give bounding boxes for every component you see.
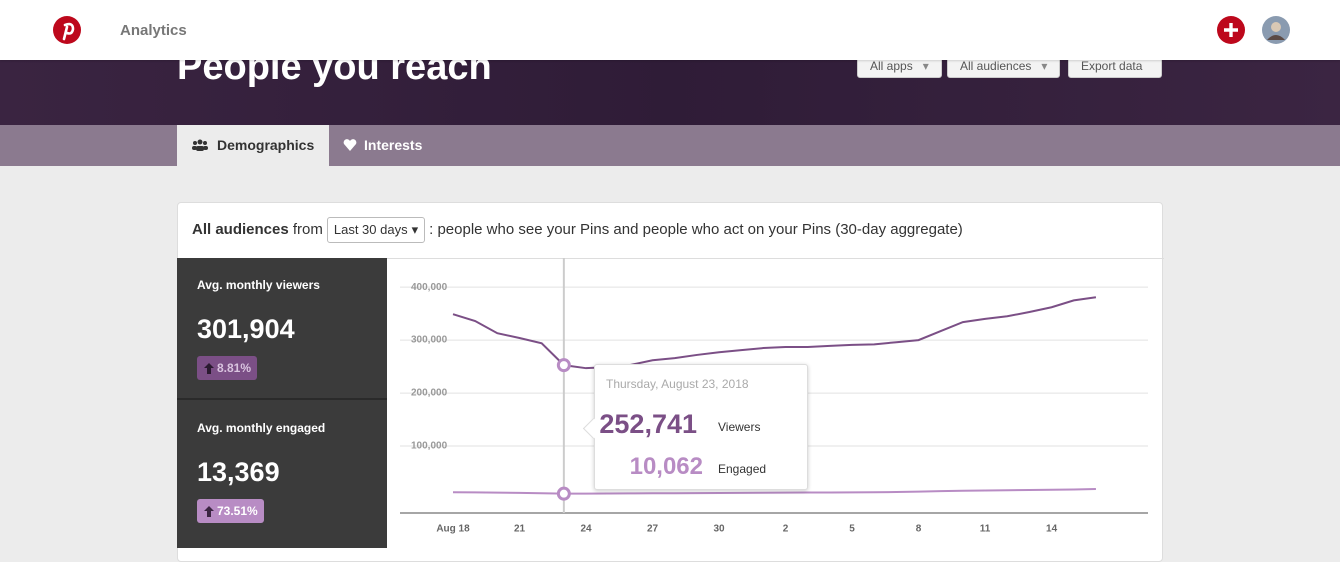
create-button[interactable] <box>1217 16 1245 44</box>
highlight-marker <box>556 486 571 501</box>
tooltip-value: 252,741 <box>599 409 697 439</box>
x-tick-label: 24 <box>580 524 592 535</box>
app-title[interactable]: Analytics <box>120 22 187 39</box>
x-tick-label: 21 <box>514 524 526 535</box>
audience: All audiences <box>192 221 289 238</box>
page: Analytics People you reach All apps All … <box>0 0 1340 544</box>
y-tick-label: 400,000 <box>411 282 448 293</box>
stat-engaged: Avg. monthly engaged 13,369 73.51% <box>177 401 387 543</box>
x-tick-label: 30 <box>713 524 725 535</box>
tooltip-label: Viewers <box>718 420 761 434</box>
tooltip-label: Engaged <box>718 462 767 476</box>
stat-viewers: Avg. monthly viewers 301,904 8.81% <box>177 258 387 400</box>
header: People you reach All apps All audiences … <box>0 60 1340 125</box>
audiences-dropdown[interactable]: All audiences <box>947 60 1061 78</box>
x-tick-label: 11 <box>980 524 991 535</box>
description: : people who see your Pins and people wh… <box>429 221 963 238</box>
stat-value: 13,369 <box>197 457 280 487</box>
stat-label: Avg. monthly engaged <box>197 421 326 435</box>
avatar[interactable] <box>1262 16 1290 44</box>
y-tick-label: 100,000 <box>411 441 448 452</box>
tab-demographics[interactable]: Demographics <box>177 125 329 166</box>
stats-panel: Avg. monthly viewers 301,904 8.81% Avg. … <box>177 258 387 548</box>
up-arrow <box>204 363 214 374</box>
heart-icon <box>343 139 357 151</box>
x-tick-label: 14 <box>1046 524 1058 535</box>
top-bar: Analytics <box>0 0 1340 60</box>
people-icon <box>192 139 208 151</box>
tab-bar: Demographics Interests <box>0 125 1340 166</box>
chart: 100,000 200,000 300,000 400,000 Aug 18 21 24 27… <box>400 258 1148 535</box>
x-tick-label: 5 <box>849 524 855 535</box>
x-tick-label: 2 <box>783 524 789 535</box>
stat-change: 73.51% <box>197 499 264 523</box>
tooltip-date: Thursday, August 23, 2018 <box>606 377 749 391</box>
pinterest-logo[interactable] <box>53 16 81 44</box>
highlight-marker <box>556 358 571 373</box>
y-tick-label: 300,000 <box>411 335 448 346</box>
x-tick-label: 27 <box>647 524 659 535</box>
range-dropdown[interactable]: Last 30 days <box>326 217 426 243</box>
x-tick-label: 8 <box>916 524 922 535</box>
divider <box>178 258 1164 259</box>
apps-dropdown[interactable]: All apps <box>857 60 942 78</box>
series-line <box>452 296 1097 370</box>
export-button[interactable]: Export data <box>1068 60 1162 78</box>
up-arrow <box>204 506 214 517</box>
tab-interests[interactable]: Interests <box>364 137 423 153</box>
tooltip: Thursday, August 23, 2018 252,741 Viewer… <box>594 364 808 490</box>
page-title: People you reach <box>177 60 492 88</box>
stat-label: Avg. monthly viewers <box>197 278 320 292</box>
from: from <box>292 221 323 238</box>
x-tick-label: Aug 18 <box>436 524 470 535</box>
tooltip-value: 10,062 <box>629 453 703 480</box>
stat-value: 301,904 <box>197 314 295 344</box>
y-tick-label: 200,000 <box>411 388 448 399</box>
